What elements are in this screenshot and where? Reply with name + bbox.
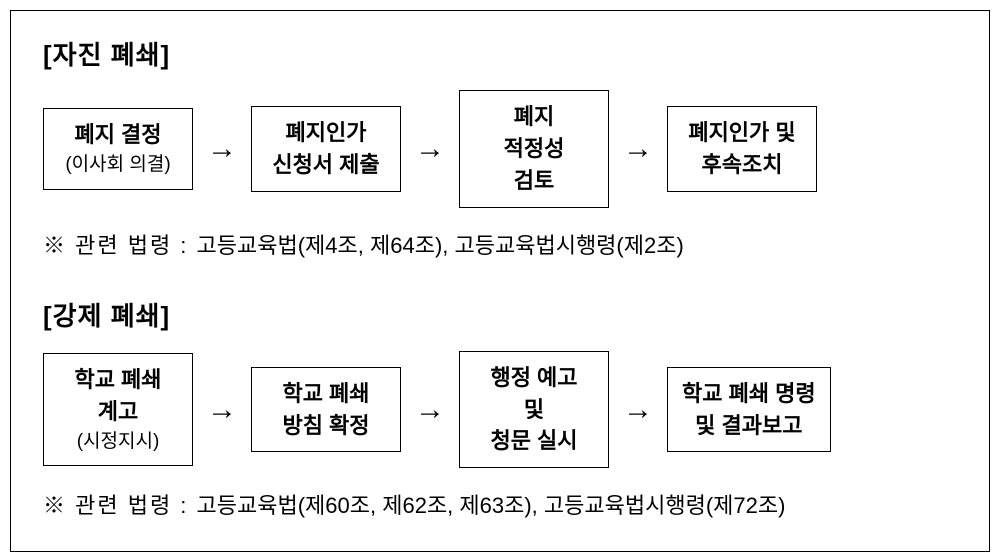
footnote-laws: 고등교육법(제4조, 제64조), 고등교육법시행령(제2조) [197, 233, 684, 258]
flow-box-2: 학교 폐쇄 방침 확정 [251, 367, 401, 453]
arrow-icon: → [415, 393, 445, 427]
flow-box-2: 폐지인가 신청서 제출 [251, 106, 401, 192]
box-line: 행정 예고 [490, 362, 577, 394]
box-line: 신청서 제출 [272, 149, 379, 181]
box-line: 청문 실시 [490, 425, 577, 457]
diagram-frame: [자진 폐쇄] 폐지 결정 (이사회 의결) → 폐지인가 신청서 제출 → 폐… [10, 10, 990, 552]
arrow-icon: → [623, 132, 653, 166]
footnote-laws: 고등교육법(제60조, 제62조, 제63조), 고등교육법시행령(제72조) [197, 493, 786, 518]
box-sub: (이사회 의결) [65, 151, 170, 179]
section-forced-closure: [강제 폐쇄] 학교 폐쇄 계고 (시정지시) → 학교 폐쇄 방침 확정 → … [43, 296, 957, 521]
box-line: 방침 확정 [282, 410, 369, 442]
box-sub: (시정지시) [77, 428, 160, 456]
box-line: 학교 폐쇄 [282, 378, 369, 410]
section-title: [자진 폐쇄] [43, 35, 957, 72]
box-line: 및 결과보고 [695, 410, 802, 442]
footnote: ※ 관련 법령 : 고등교육법(제4조, 제64조), 고등교육법시행령(제2조… [43, 228, 957, 260]
footnote-prefix: ※ 관련 법령 : [43, 233, 197, 258]
flow-box-4: 폐지인가 및 후속조치 [667, 106, 817, 192]
box-line: 폐지인가 [286, 117, 367, 149]
flow-box-3: 폐지 적정성 검토 [459, 90, 609, 208]
flow-box-3: 행정 예고 및 청문 실시 [459, 351, 609, 469]
flow-row: 폐지 결정 (이사회 의결) → 폐지인가 신청서 제출 → 폐지 적정성 검토… [43, 90, 957, 208]
arrow-icon: → [207, 132, 237, 166]
box-line: 학교 폐쇄 명령 [682, 378, 816, 410]
flow-box-1: 폐지 결정 (이사회 의결) [43, 108, 193, 189]
box-line: 적정성 [504, 133, 565, 165]
arrow-icon: → [623, 393, 653, 427]
flow-row: 학교 폐쇄 계고 (시정지시) → 학교 폐쇄 방침 확정 → 행정 예고 및 … [43, 351, 957, 469]
box-line: 폐지인가 및 [688, 117, 795, 149]
box-line: 계고 [98, 396, 138, 428]
flow-box-1: 학교 폐쇄 계고 (시정지시) [43, 353, 193, 466]
arrow-icon: → [415, 132, 445, 166]
footnote-prefix: ※ 관련 법령 : [43, 493, 197, 518]
box-line: 폐지 [514, 101, 554, 133]
section-voluntary-closure: [자진 폐쇄] 폐지 결정 (이사회 의결) → 폐지인가 신청서 제출 → 폐… [43, 35, 957, 260]
box-line: 및 [524, 394, 544, 426]
section-title: [강제 폐쇄] [43, 296, 957, 333]
box-line: 검토 [514, 165, 554, 197]
arrow-icon: → [207, 393, 237, 427]
footnote: ※ 관련 법령 : 고등교육법(제60조, 제62조, 제63조), 고등교육법… [43, 488, 957, 520]
box-line: 폐지 결정 [74, 119, 161, 151]
flow-box-4: 학교 폐쇄 명령 및 결과보고 [667, 367, 831, 453]
box-line: 후속조치 [702, 149, 783, 181]
box-line: 학교 폐쇄 [74, 364, 161, 396]
